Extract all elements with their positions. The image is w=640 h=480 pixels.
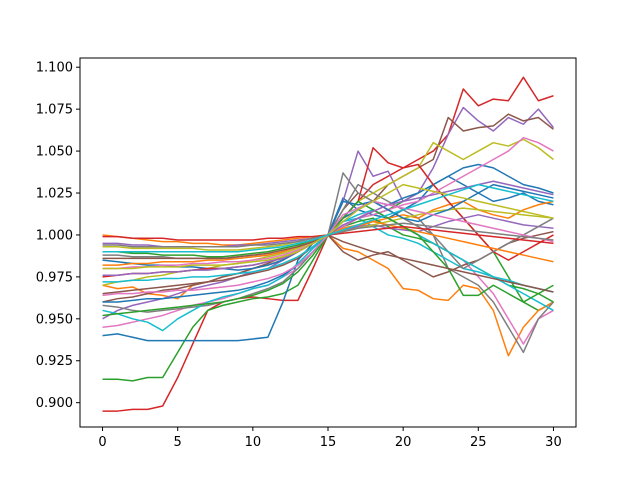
y-tick-label: 0.950 (36, 312, 73, 327)
series-line (102, 172, 554, 270)
y-axis: 0.900 0.925 0.950 0.975 1.000 1.025 1.050 1.075… (36, 61, 80, 411)
y-tick-label: 0.900 (36, 396, 73, 411)
x-tick-label: 0 (98, 435, 106, 450)
y-tick-label: 1.000 (36, 228, 73, 243)
y-tick-label: 1.075 (36, 103, 73, 118)
series-line (102, 183, 555, 354)
y-tick-label: 1.100 (36, 61, 73, 76)
y-tick-label: 0.925 (36, 354, 73, 369)
series-line (102, 183, 554, 253)
y-tick-label: 1.050 (36, 145, 73, 160)
x-tick-label: 5 (174, 435, 182, 450)
x-tick-label: 30 (545, 435, 562, 450)
x-tick-label: 10 (245, 435, 262, 450)
series-group (102, 76, 555, 412)
x-tick-label: 20 (395, 435, 412, 450)
x-tick-label: 25 (470, 435, 487, 450)
y-tick-label: 0.975 (36, 270, 73, 285)
y-tick-label: 1.025 (36, 187, 73, 202)
series-line (102, 234, 554, 357)
series-line (102, 209, 554, 312)
x-tick-label: 15 (320, 435, 337, 450)
series-line (102, 106, 555, 320)
series-line (102, 183, 554, 382)
x-axis: 0 5 10 15 20 25 30 (98, 427, 562, 450)
plot-frame (79, 57, 577, 428)
series-line (102, 163, 554, 342)
